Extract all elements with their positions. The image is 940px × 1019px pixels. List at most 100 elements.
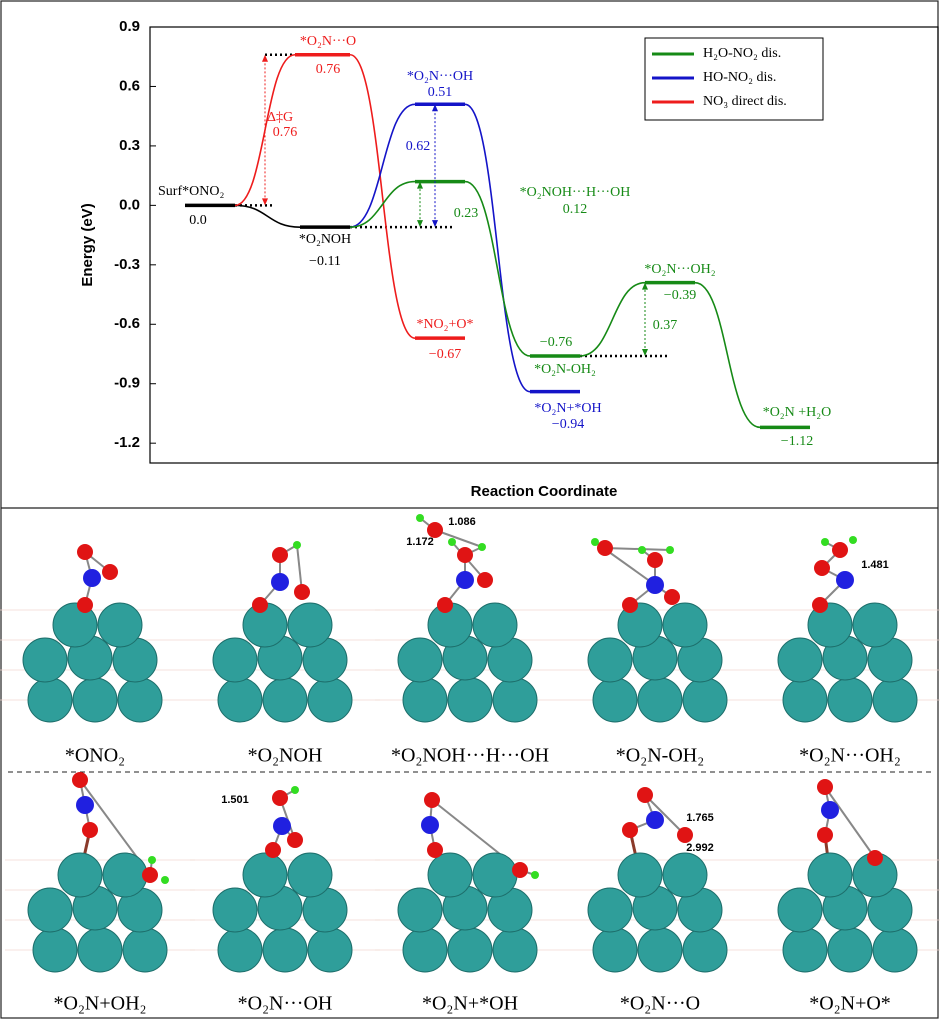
barrier-label: Δ‡G — [267, 110, 293, 125]
connector — [349, 53, 416, 339]
adsorbate-atom — [817, 779, 833, 795]
metal-atom — [27, 677, 73, 723]
metal-atom — [397, 887, 443, 933]
adsorbate-atom — [512, 862, 528, 878]
legend-label: NO₃ direct dis. — [703, 94, 787, 109]
bond — [434, 529, 483, 548]
metal-atom — [617, 852, 663, 898]
y-tick-label: 0.6 — [119, 77, 140, 94]
level-value: 0.76 — [316, 62, 341, 77]
arrow-head — [262, 198, 268, 206]
metal-atom — [287, 602, 333, 648]
metal-atom — [27, 887, 73, 933]
metal-atom — [682, 677, 728, 723]
arrow-head — [432, 220, 438, 228]
adsorbate-atom — [265, 842, 281, 858]
metal-atom — [827, 677, 873, 723]
adsorbate-atom — [646, 576, 664, 594]
level-value: 0.12 — [563, 202, 588, 217]
connector — [349, 180, 416, 228]
adsorbate-atom — [591, 538, 599, 546]
metal-atom — [492, 927, 538, 973]
arrow-head — [432, 104, 438, 112]
metal-atom — [637, 677, 683, 723]
y-tick-label: 0.0 — [119, 196, 140, 213]
arrow-head — [262, 54, 268, 62]
x-axis-label: Reaction Coordinate — [471, 483, 618, 500]
adsorbate-atom — [77, 544, 93, 560]
metal-atom — [242, 852, 288, 898]
level-label: *O₂N-OH₂ — [534, 362, 596, 377]
metal-atom — [447, 927, 493, 973]
structure-caption: *O₂NOH···H···OH — [391, 745, 549, 767]
adsorbate-atom — [646, 811, 664, 829]
y-tick-label: -0.9 — [114, 375, 140, 392]
barrier-value: 0.62 — [406, 139, 431, 154]
metal-atom — [77, 927, 123, 973]
connector — [234, 53, 296, 207]
metal-atom — [782, 927, 828, 973]
bond — [644, 794, 686, 836]
plot-frame — [149, 26, 939, 464]
connector — [579, 281, 646, 357]
level-label: *NO₂+O* — [416, 317, 473, 332]
adsorbate-atom — [272, 790, 288, 806]
level-value: 0.0 — [189, 213, 207, 228]
bond-length: 2.992 — [686, 842, 714, 854]
metal-atom — [212, 637, 258, 683]
structure-caption: *O₂N+O* — [809, 993, 891, 1015]
adsorbate-atom — [287, 832, 303, 848]
adsorbate-atom — [817, 827, 833, 843]
structure-caption: *O₂N···OH — [238, 993, 333, 1015]
metal-atom — [262, 677, 308, 723]
adsorbate-atom — [83, 569, 101, 587]
level-label: *O₂N +H₂O — [763, 405, 832, 420]
adsorbate-atom — [812, 597, 828, 613]
metal-atom — [662, 602, 708, 648]
metal-atom — [287, 852, 333, 898]
metal-atom — [22, 637, 68, 683]
adsorbate-atom — [637, 787, 653, 803]
legend-label: H₂O-NO₂ dis. — [703, 46, 781, 61]
structure-caption: *O₂N+OH₂ — [54, 993, 147, 1015]
bond — [604, 547, 671, 551]
metal-atom — [397, 637, 443, 683]
arrow-head — [642, 348, 648, 356]
adsorbate-atom — [478, 543, 486, 551]
metal-atom — [402, 927, 448, 973]
adsorbate-atom — [832, 542, 848, 558]
adsorbate-atom — [531, 871, 539, 879]
metal-atom — [587, 637, 633, 683]
adsorbate-atom — [638, 546, 646, 554]
metal-atom — [662, 852, 708, 898]
level-label: *O₂NOH — [299, 232, 351, 247]
metal-atom — [827, 927, 873, 973]
metal-atom — [307, 927, 353, 973]
bond — [824, 786, 876, 859]
adsorbate-atom — [622, 822, 638, 838]
metal-atom — [307, 677, 353, 723]
adsorbate-atom — [427, 522, 443, 538]
level-value: −0.39 — [664, 288, 696, 303]
structure-caption: *ONO₂ — [65, 745, 125, 767]
bond-length: 1.501 — [221, 794, 249, 806]
metal-atom — [117, 677, 163, 723]
adsorbate-atom — [291, 786, 299, 794]
metal-atom — [472, 602, 518, 648]
adsorbate-atom — [76, 796, 94, 814]
adsorbate-atom — [252, 597, 268, 613]
y-axis-label: Energy (eV) — [79, 203, 96, 286]
adsorbate-atom — [457, 547, 473, 563]
barrier-value: 0.37 — [653, 318, 678, 333]
arrow-head — [417, 181, 423, 189]
level-value: −0.94 — [552, 417, 584, 432]
adsorbate-atom — [427, 842, 443, 858]
metal-atom — [472, 852, 518, 898]
adsorbate-atom — [294, 584, 310, 600]
barrier-value: 0.76 — [273, 125, 298, 140]
level-value: 0.51 — [428, 85, 453, 100]
metal-atom — [872, 927, 918, 973]
level-value: −0.11 — [309, 254, 341, 269]
